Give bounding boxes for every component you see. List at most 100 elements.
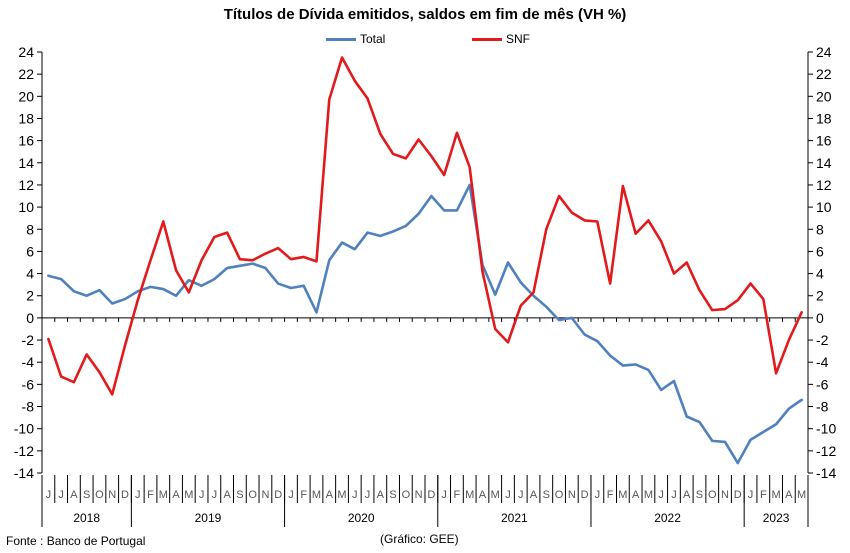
y-tick-label-right: 14 [816,155,832,171]
x-month-label: J [212,489,218,501]
y-tick-label-left: 24 [18,44,34,60]
x-month-label: S [696,489,703,501]
x-month-label: A [377,489,385,501]
x-month-label: N [261,489,269,501]
y-tick-label-left: -14 [14,465,34,481]
x-month-label: M [491,489,500,501]
x-month-label: M [159,489,168,501]
x-month-label: A [326,489,334,501]
y-tick-label-right: -4 [816,354,829,370]
x-month-label: J [748,489,754,501]
x-year-label: 2023 [763,511,790,525]
credit-note: (Gráfico: GEE) [380,532,459,546]
x-month-label: D [121,489,129,501]
x-month-label: F [607,489,614,501]
y-tick-label-right: 6 [816,243,824,259]
x-month-label: J [505,489,511,501]
y-tick-label-right: -6 [816,376,829,392]
x-month-label: D [274,489,282,501]
y-tick-label-right: 22 [816,66,832,82]
legend-label-snf: SNF [506,32,530,46]
x-month-label: O [555,489,564,501]
x-month-label: M [312,489,321,501]
y-tick-label-right: -12 [816,443,836,459]
y-tick-label-left: 8 [26,221,34,237]
x-month-label: M [644,489,653,501]
y-tick-label-right: 18 [816,110,832,126]
x-month-label: M [618,489,627,501]
legend-label-total: Total [360,32,386,46]
y-tick-label-left: 4 [26,266,34,282]
x-year-label: 2022 [654,511,681,525]
y-tick-label-left: 6 [26,243,34,259]
x-month-label: D [581,489,589,501]
y-tick-label-left: -2 [22,332,35,348]
y-tick-label-right: 20 [816,88,832,104]
x-month-label: M [465,489,474,501]
y-tick-label-right: 10 [816,199,832,215]
x-month-label: O [402,489,411,501]
y-tick-label-right: 0 [816,310,824,326]
y-tick-label-right: -10 [816,421,836,437]
y-tick-label-left: 22 [18,66,34,82]
y-tick-label-left: 18 [18,110,34,126]
y-tick-label-left: 0 [26,310,34,326]
x-month-label: F [300,489,307,501]
y-tick-label-right: -2 [816,332,829,348]
y-tick-label-right: 4 [816,266,824,282]
y-tick-label-left: 14 [18,155,34,171]
source-note: Fonte : Banco de Portugal [6,534,146,548]
x-month-label: N [568,489,576,501]
x-month-label: F [760,489,767,501]
x-month-label: J [288,489,294,501]
x-month-label: M [797,489,806,501]
x-month-label: J [658,489,664,501]
x-month-label: A [683,489,691,501]
x-month-label: O [248,489,257,501]
x-month-label: J [135,489,141,501]
x-month-label: M [771,489,780,501]
y-tick-label-left: -12 [14,443,34,459]
x-month-label: J [518,489,524,501]
series-layer [47,56,803,465]
x-month-label: F [454,489,461,501]
x-month-label: N [415,489,423,501]
x-month-label: S [83,489,90,501]
y-tick-label-left: 20 [18,88,34,104]
y-tick-label-right: 8 [816,221,824,237]
x-year-label: 2020 [348,511,375,525]
x-year-label: 2019 [195,511,222,525]
x-month-label: A [172,489,180,501]
y-tick-label-right: -14 [816,465,836,481]
x-month-label: A [70,489,78,501]
legend-swatch-snf [472,37,502,41]
x-month-label: A [479,489,487,501]
x-year-label: 2018 [73,511,100,525]
x-month-label: J [352,489,358,501]
x-year-label: 2021 [501,511,528,525]
legend-item-snf: SNF [472,32,530,46]
x-month-label: J [199,489,205,501]
x-month-label: J [671,489,677,501]
x-month-label: O [95,489,104,501]
x-month-label: O [708,489,717,501]
x-month-label: J [441,489,447,501]
chart-title: Títulos de Dívida emitidos, saldos em fi… [223,6,627,23]
y-tick-label-left: -4 [22,354,35,370]
x-month-label: J [595,489,601,501]
y-tick-label-right: 24 [816,44,832,60]
y-tick-label-right: 2 [816,288,824,304]
x-month-label: M [337,489,346,501]
x-month-label: D [734,489,742,501]
series-line-snf [47,56,803,396]
x-month-label: A [530,489,538,501]
x-month-label: D [427,489,435,501]
y-tick-label-right: 16 [816,133,832,149]
legend-item-total: Total [326,32,385,46]
x-month-label: A [632,489,640,501]
x-month-label: S [389,489,396,501]
x-month-label: F [147,489,154,501]
